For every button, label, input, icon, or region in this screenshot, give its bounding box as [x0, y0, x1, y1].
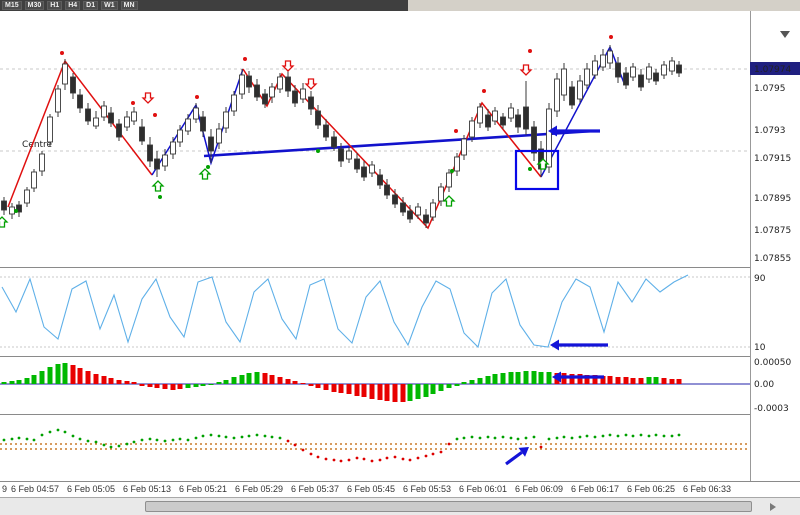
annotation-arrow[interactable]	[552, 371, 604, 383]
green-dot-icon	[158, 195, 162, 199]
axis-label: 10	[754, 343, 766, 353]
timeframe-button-m30[interactable]: M30	[24, 1, 45, 10]
red-dot-icon	[60, 51, 64, 55]
highlight-rect[interactable]	[514, 149, 560, 191]
time-label: 6 Feb 05:45	[346, 484, 396, 494]
timeframe-button-d1[interactable]: D1	[83, 1, 99, 10]
candles	[1, 45, 682, 228]
centre-level: Centre	[22, 140, 53, 150]
annotation-arrow[interactable]	[505, 447, 529, 466]
time-label: 6 Feb 05:13	[122, 484, 172, 494]
trendline[interactable]	[203, 129, 595, 158]
time-label: 6 Feb 04:57	[10, 484, 60, 494]
timeframe-button-m15[interactable]: M15	[2, 1, 22, 10]
timeframe-button-group: M15 M30 H1 H4 D1 W1 MN	[0, 0, 408, 11]
axis-label: 90	[754, 274, 766, 284]
axis-label: 1.07855	[754, 254, 791, 264]
toolbar-spacer	[408, 0, 800, 11]
price-scale	[750, 414, 800, 481]
time-label: 6 Feb 05:21	[178, 484, 228, 494]
green-dot-icon	[450, 169, 454, 173]
green-dot-icon	[316, 149, 320, 153]
main-price-chart[interactable]: Centre1.07951.07931.079151.078951.078751…	[0, 11, 800, 267]
signal-dots	[2, 428, 681, 463]
histogram-bars	[1, 363, 682, 402]
red-dot-icon	[131, 101, 135, 105]
scroll-right-icon[interactable]	[770, 503, 776, 511]
scrollbar-thumb[interactable]	[145, 501, 752, 512]
red-dot-icon	[528, 49, 532, 53]
red-dot-icon	[195, 95, 199, 99]
price-level-lines	[0, 68, 750, 152]
horizontal-scrollbar[interactable]	[0, 497, 800, 515]
current-price-badge: 1.07974	[754, 65, 791, 75]
green-dot-icon	[528, 167, 532, 171]
time-label: 6 Feb 05:29	[234, 484, 284, 494]
timeframe-button-mn[interactable]: MN	[120, 1, 138, 10]
axis-label: 1.07915	[754, 154, 791, 164]
axis-label: 0.00	[754, 380, 774, 390]
timeframe-button-h1[interactable]: H1	[47, 1, 63, 10]
chart-shift-marker-icon	[780, 31, 790, 38]
red-dot-icon	[482, 89, 486, 93]
time-label: 6 Feb 05:05	[66, 484, 116, 494]
green-dot-icon	[206, 165, 210, 169]
signal-line-panel[interactable]	[0, 414, 800, 481]
price-scale: 1.0795 1.0793 1.07915 1.07895 1.07875 1.07855…	[750, 11, 800, 267]
oscillator-panel[interactable]: 90 10	[0, 267, 800, 356]
axis-label: -0.0003	[754, 404, 789, 414]
time-label: 6 Feb 06:17	[570, 484, 620, 494]
time-label: 6 Feb 05:53	[402, 484, 452, 494]
red-dot-icon	[243, 57, 247, 61]
oscillator-line	[1, 274, 689, 349]
red-dot-icon	[454, 129, 458, 133]
annotation-arrow[interactable]	[548, 125, 600, 137]
time-label-partial: 9	[2, 484, 8, 494]
time-label: 6 Feb 05:37	[290, 484, 340, 494]
time-label: 6 Feb 06:25	[626, 484, 676, 494]
price-scale: 90 10	[750, 267, 800, 356]
signal-markers	[0, 35, 613, 228]
axis-label: 1.07875	[754, 226, 791, 236]
time-label: 6 Feb 06:33	[682, 484, 732, 494]
time-label: 6 Feb 06:01	[458, 484, 508, 494]
axis-label: 1.0795	[754, 84, 786, 94]
centre-label: Centre	[22, 140, 53, 150]
timeframe-button-h4[interactable]: H4	[65, 1, 81, 10]
axis-label: 1.07895	[754, 194, 791, 204]
axis-label: 0.00050	[754, 358, 791, 368]
red-dot-icon	[153, 113, 157, 117]
timeframe-button-w1[interactable]: W1	[101, 1, 118, 10]
red-zigzag	[7, 59, 153, 208]
red-dot-icon	[609, 35, 613, 39]
timeframe-toolbar: M15 M30 H1 H4 D1 W1 MN	[0, 0, 800, 11]
green-dot-icon	[14, 209, 18, 213]
blue-zigzag	[540, 45, 625, 178]
time-label: 6 Feb 06:09	[514, 484, 564, 494]
axis-label: 1.0793	[754, 126, 786, 136]
annotation-arrow[interactable]	[550, 339, 608, 351]
price-scale: 0.00050 0.00 -0.0003	[750, 356, 800, 414]
histogram-panel[interactable]: 0.00050 0.00 -0.0003	[0, 356, 800, 414]
